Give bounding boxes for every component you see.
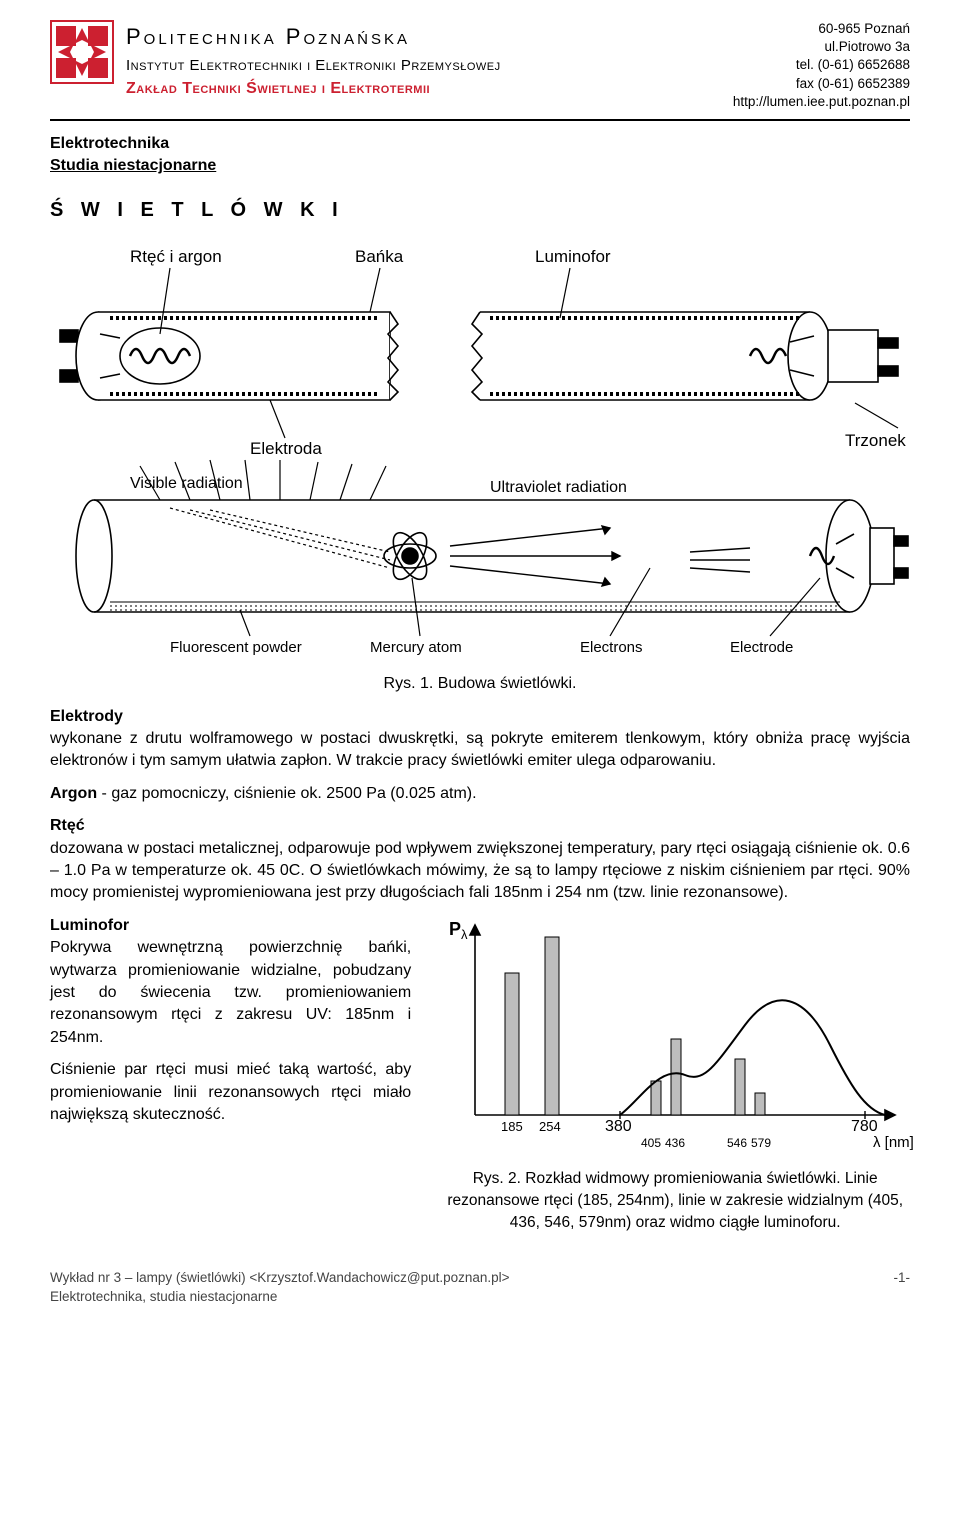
xtick: 780 <box>851 1118 878 1135</box>
xtick: 185 <box>501 1119 523 1134</box>
page-header: Politechnika Poznańska Instytut Elektrot… <box>50 20 910 121</box>
page-footer: Wykład nr 3 – lampy (świetlówki) <Krzysz… <box>50 1269 910 1307</box>
xtick: 436 <box>665 1136 685 1150</box>
course-name: Elektrotechnika <box>50 133 910 155</box>
label-electrons: Electrons <box>580 639 643 656</box>
text-elektrody: wykonane z drutu wolframowego w postaci … <box>50 730 910 769</box>
label-elektroda: Elektroda <box>250 439 322 458</box>
footer-line: Wykład nr 3 – lampy (świetlówki) <Krzysz… <box>50 1269 510 1288</box>
lead-rtec: Rtęć <box>50 817 85 834</box>
xtick: 579 <box>751 1136 771 1150</box>
ylab: P <box>449 919 461 939</box>
lead-elektrody: Elektrody <box>50 708 123 725</box>
footer-pagenum: -1- <box>894 1269 911 1307</box>
text-luminofor-b: Ciśnienie par rtęci musi mieć taką warto… <box>50 1061 411 1123</box>
course-block: Elektrotechnika Studia niestacjonarne <box>50 133 910 178</box>
tel-line: tel. (0-61) 6652688 <box>733 56 910 74</box>
label-powder: Fluorescent powder <box>170 639 302 656</box>
figure-1-caption: Rys. 1. Budowa świetlówki. <box>50 673 910 695</box>
page-title: Ś W I E T L Ó W K I <box>50 196 910 224</box>
header-left: Politechnika Poznańska Instytut Elektrot… <box>50 20 501 100</box>
text-rtec: dozowana w postaci metalicznej, odparowu… <box>50 840 910 902</box>
contact-block: 60-965 Poznań ul.Piotrowo 3a tel. (0-61)… <box>733 20 910 111</box>
xtick: 380 <box>605 1118 632 1135</box>
xtick: 254 <box>539 1119 561 1134</box>
label-trzonek: Trzonek <box>845 431 906 450</box>
university-name: Politechnika Poznańska <box>126 22 501 53</box>
addr-line: ul.Piotrowo 3a <box>733 38 910 56</box>
luminofor-row: Luminofor Pokrywa wewnętrzną powierzchni… <box>50 915 910 1239</box>
label-luminofor: Luminofor <box>535 247 611 266</box>
label-visible: Visible radiation <box>130 475 243 492</box>
lead-luminofor: Luminofor <box>50 917 129 934</box>
para-rtec: Rtęć dozowana w postaci metalicznej, odp… <box>50 815 910 905</box>
lead-argon: Argon <box>50 785 97 802</box>
luminofor-text: Luminofor Pokrywa wewnętrzną powierzchni… <box>50 915 411 1137</box>
xtick: 405 <box>641 1136 661 1150</box>
url-line: http://lumen.iee.put.poznan.pl <box>733 93 910 111</box>
university-logo-icon <box>50 20 114 84</box>
department-name: Zakład Techniki Świetlnej i Elektrotermi… <box>126 78 501 100</box>
text-luminofor-a: Pokrywa wewnętrzną powierzchnię bańki, w… <box>50 939 411 1046</box>
label-uv: Ultraviolet radiation <box>490 479 627 496</box>
course-mode: Studia niestacjonarne <box>50 155 910 177</box>
figure-1: Rtęć i argon Bańka Luminofor Trzonek Ele… <box>50 238 910 665</box>
label-electrode: Electrode <box>730 639 793 656</box>
institution-block: Politechnika Poznańska Instytut Elektrot… <box>126 20 501 100</box>
footer-left: Wykład nr 3 – lampy (świetlówki) <Krzysz… <box>50 1269 510 1307</box>
figure-2-caption: Rys. 2. Rozkład widmowy promieniowania ś… <box>435 1168 915 1233</box>
lamp-diagram-icon: Rtęć i argon Bańka Luminofor Trzonek Ele… <box>50 238 910 658</box>
label-banka: Bańka <box>355 247 404 266</box>
fax-line: fax (0-61) 6652389 <box>733 75 910 93</box>
para-argon: Argon - gaz pomocniczy, ciśnienie ok. 25… <box>50 783 910 805</box>
label-mercury: Mercury atom <box>370 639 462 656</box>
xlab: λ [nm] <box>873 1134 914 1151</box>
para-elektrody: Elektrody wykonane z drutu wolframowego … <box>50 706 910 773</box>
label-hg-ar: Rtęć i argon <box>130 247 222 266</box>
ylab-sub: λ <box>461 927 468 942</box>
addr-line: 60-965 Poznań <box>733 20 910 38</box>
spectrum-chart-icon: P λ 185 254 380 780 λ [nm] <box>435 915 915 1155</box>
institute-name: Instytut Elektrotechniki i Elektroniki P… <box>126 55 501 76</box>
figure-2: P λ 185 254 380 780 λ [nm] <box>435 915 915 1239</box>
text-argon: - gaz pomocniczy, ciśnienie ok. 2500 Pa … <box>97 785 476 802</box>
xtick: 546 <box>727 1136 747 1150</box>
footer-line: Elektrotechnika, studia niestacjonarne <box>50 1288 510 1307</box>
